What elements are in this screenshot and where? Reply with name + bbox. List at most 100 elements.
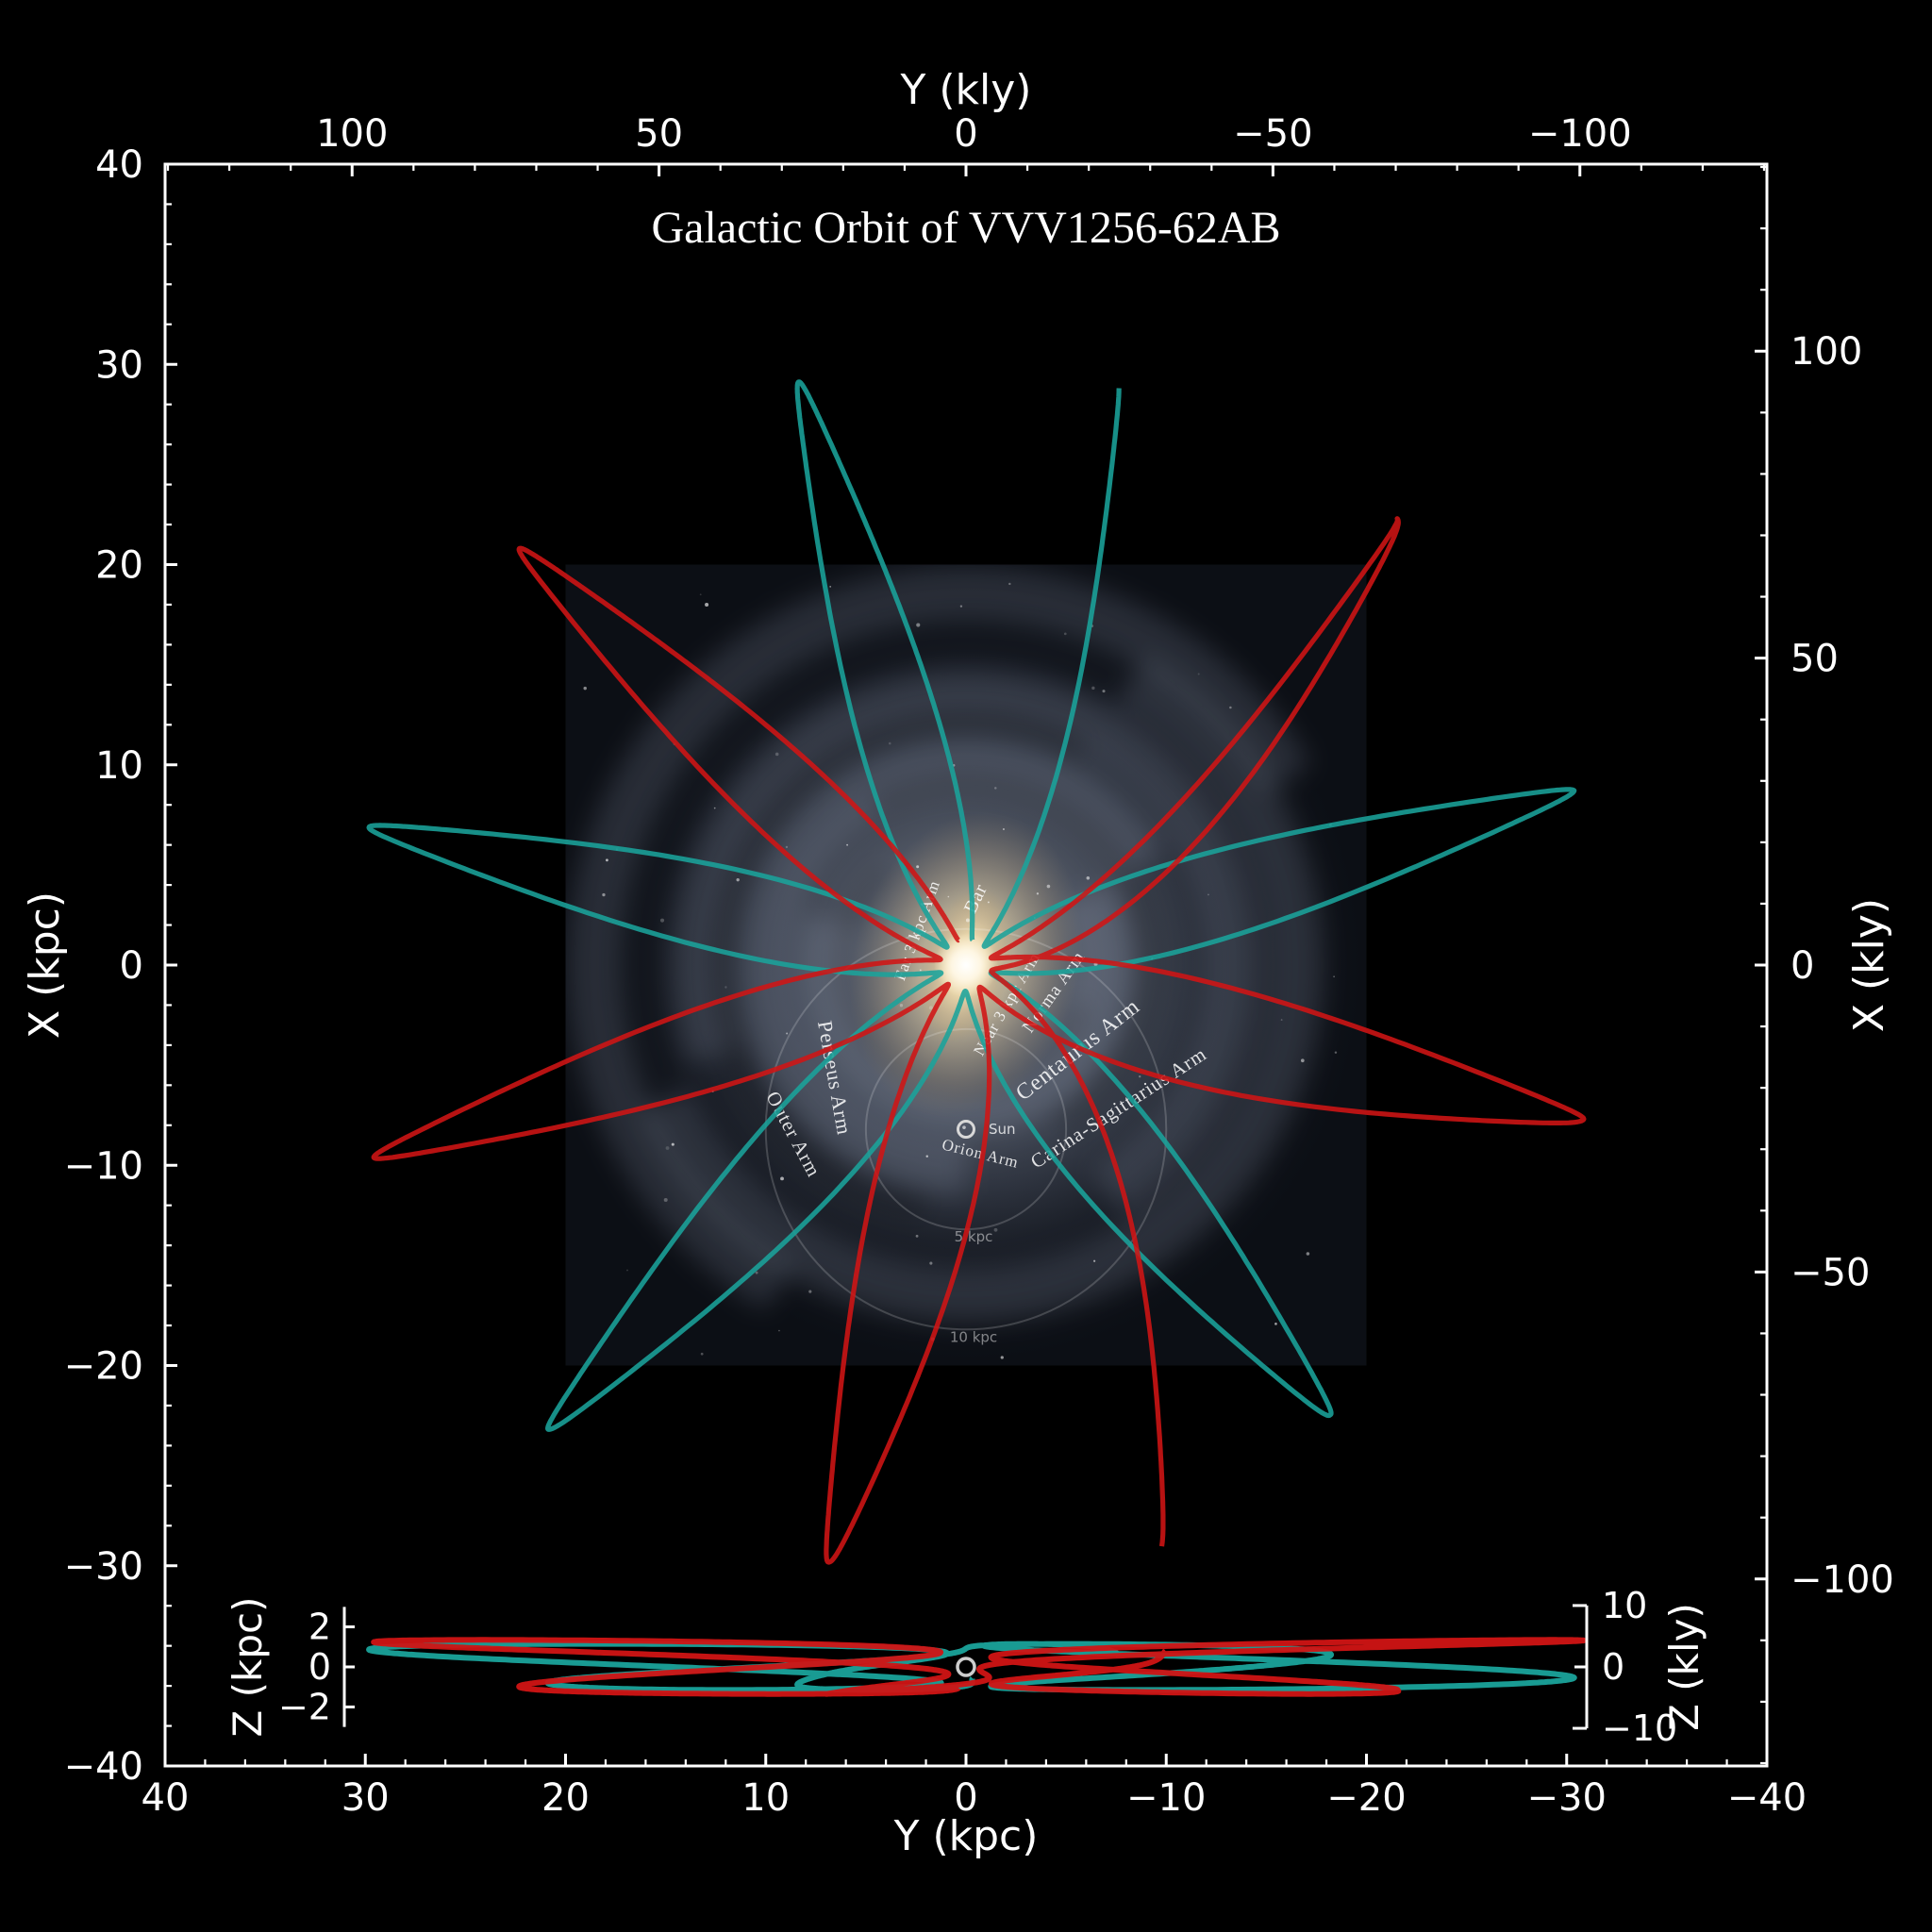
axis-label-left: X (kpc) [21,891,69,1039]
star [705,602,709,608]
star [916,623,921,627]
inset-right-tick-label: −10 [1602,1707,1677,1749]
left-tick-label: 40 [95,143,143,187]
star [665,1146,670,1150]
spiral-arm-4 [565,564,1312,1311]
right-tick-label: 50 [1790,638,1839,681]
orbit-red-z-profile [371,1637,1587,1697]
star [1274,1323,1277,1325]
inset-left-scale-label: Z (kpc) [225,1597,271,1738]
right-tick-label: −100 [1790,1558,1894,1602]
star [1102,690,1106,693]
star [919,969,922,972]
star [583,686,587,691]
galactic-core [934,933,998,997]
orbit-teal-path [366,379,1577,1432]
bottom-tick-label: 0 [954,1776,977,1820]
star [1333,975,1335,978]
sun-marker [957,1120,975,1140]
star [962,1125,966,1129]
star [1063,632,1067,636]
axis-label-top: Y (kly) [900,66,1032,114]
left-tick-label: −40 [64,1745,143,1789]
inset-right-tick-label: 10 [1602,1585,1647,1626]
inset-right-scale-label: Z (kly) [1661,1603,1707,1731]
bottom-tick-label: 20 [541,1776,590,1820]
star [699,593,702,596]
star [1280,1019,1283,1021]
star [786,1032,789,1035]
star [925,1155,928,1158]
top-tick-label: 100 [316,112,388,156]
star [916,865,920,869]
right-tick-label: 0 [1790,944,1814,988]
star [899,1004,904,1008]
star [1306,1252,1310,1256]
star [1046,884,1051,889]
bottom-tick-label: 10 [741,1776,790,1820]
ring-label-1: 10 kpc [950,1328,997,1345]
star [987,901,990,904]
inset-left-tick-label: 2 [308,1607,331,1648]
top-tick-label: −50 [1233,112,1312,156]
chart-title: Galactic Orbit of VVV1256-62AB [652,203,1281,253]
star [663,1197,668,1202]
star [1000,1356,1004,1359]
star [713,807,716,809]
star [1002,827,1005,830]
star [959,605,963,608]
star [671,1142,675,1146]
star [829,585,832,588]
bottom-tick-label: −10 [1126,1776,1206,1820]
inset-sun-marker [956,1657,976,1677]
right-tick-label: 100 [1790,330,1862,374]
axis-label-right: X (kly) [1845,898,1893,1032]
left-tick-label: 30 [95,343,143,387]
star [993,1227,998,1232]
star [1334,1051,1338,1054]
bottom-tick-label: −20 [1326,1776,1406,1820]
orbit-curves [366,379,1587,1565]
star [888,741,891,745]
star [994,787,997,790]
star [1208,893,1209,896]
star [626,1269,628,1272]
left-tick-label: −10 [64,1144,143,1188]
star [1036,892,1040,895]
left-tick-label: 20 [95,544,143,588]
star [778,1329,780,1332]
orbit-red-path [371,516,1587,1565]
sun-ring-10 [764,927,1168,1331]
star [780,1176,784,1181]
star [1229,706,1232,709]
star [755,1271,758,1274]
bottom-tick-label: −40 [1727,1776,1807,1820]
left-tick-label: −20 [64,1345,143,1389]
star [736,877,740,882]
star [947,895,950,898]
star [1093,1259,1096,1262]
star [774,752,779,757]
star [1086,876,1091,880]
star [606,858,608,862]
star [724,986,727,989]
star [1008,582,1011,586]
spiral-arm-3 [640,656,1324,1324]
star [700,1352,704,1356]
inset-left-tick-label: 0 [308,1646,331,1688]
star [602,892,606,897]
left-tick-label: −30 [64,1545,143,1589]
top-tick-label: 0 [954,112,977,156]
star [1300,1058,1305,1063]
top-tick-label: 50 [635,112,683,156]
inset-left-tick-label: −2 [278,1686,331,1727]
bottom-tick-label: 40 [142,1776,190,1820]
star [915,1234,919,1238]
star [659,918,665,923]
inset-right-tick-label: 0 [1602,1646,1624,1688]
